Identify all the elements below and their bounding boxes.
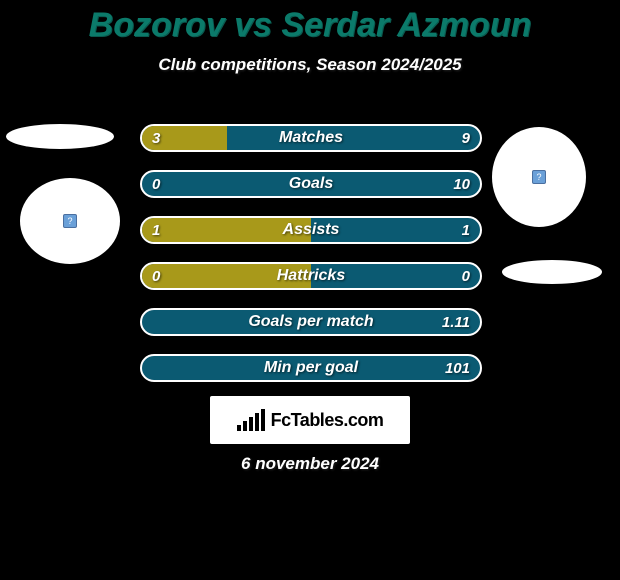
fctables-logo: FcTables.com xyxy=(210,396,410,444)
logo-bars-icon xyxy=(237,409,265,431)
page-title: Bozorov vs Serdar Azmoun xyxy=(0,0,620,45)
stat-label: Goals xyxy=(142,172,480,196)
subtitle: Club competitions, Season 2024/2025 xyxy=(0,55,620,75)
avatar-right: ? xyxy=(492,127,586,227)
image-placeholder-icon: ? xyxy=(532,170,546,184)
stat-value-right: 1 xyxy=(462,218,470,242)
stat-bar: 3Matches9 xyxy=(140,124,482,152)
stat-value-right: 9 xyxy=(462,126,470,150)
stat-bar: Goals per match1.11 xyxy=(140,308,482,336)
avatar-left: ? xyxy=(20,178,120,264)
image-placeholder-icon: ? xyxy=(63,214,77,228)
avatar-left-shadow xyxy=(6,124,114,149)
stat-bar: 0Hattricks0 xyxy=(140,262,482,290)
stat-value-right: 0 xyxy=(462,264,470,288)
stat-value-right: 101 xyxy=(445,356,470,380)
stat-value-right: 10 xyxy=(453,172,470,196)
stat-bar: 1Assists1 xyxy=(140,216,482,244)
stat-label: Min per goal xyxy=(142,356,480,380)
stat-label: Hattricks xyxy=(142,264,480,288)
logo-text: FcTables.com xyxy=(271,410,384,431)
stat-label: Matches xyxy=(142,126,480,150)
stat-label: Goals per match xyxy=(142,310,480,334)
avatar-right-shadow xyxy=(502,260,602,284)
stat-bar: 0Goals10 xyxy=(140,170,482,198)
date-caption: 6 november 2024 xyxy=(0,454,620,474)
stat-label: Assists xyxy=(142,218,480,242)
stat-bar: Min per goal101 xyxy=(140,354,482,382)
comparison-bars: 3Matches90Goals101Assists10Hattricks0Goa… xyxy=(140,124,482,400)
stat-value-right: 1.11 xyxy=(442,310,470,334)
